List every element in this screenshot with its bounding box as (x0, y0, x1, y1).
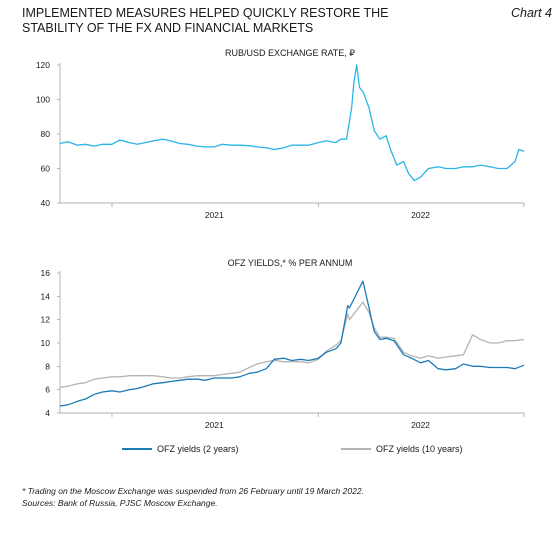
y-tick-label: 10 (41, 338, 51, 348)
y-tick-label: 40 (41, 198, 51, 208)
y-tick-label: 6 (45, 385, 50, 395)
y-tick-label: 4 (45, 408, 50, 418)
footnote-sources: Sources: Bank of Russia, PJSC Moscow Exc… (22, 498, 218, 508)
footnotes: * Trading on the Moscow Exchange was sus… (22, 485, 364, 509)
y-tick-label: 12 (41, 315, 51, 325)
x-tick-label: 2022 (411, 210, 430, 220)
x-tick-label: 2021 (205, 210, 224, 220)
x-tick-label: 2021 (205, 420, 224, 430)
y-tick-label: 60 (41, 164, 51, 174)
chart1-plot: 40 60 80 100 120 2021 2022 (36, 60, 525, 220)
chart1-title: RUB/USD EXCHANGE RATE, ₽ (225, 48, 355, 58)
x-tick-label: 2022 (411, 420, 430, 430)
legend-label-10y: OFZ yields (10 years) (376, 444, 463, 454)
legend-label-2y: OFZ yields (2 years) (157, 444, 239, 454)
y-tick-label: 100 (36, 95, 50, 105)
chart2-legend: OFZ yields (2 years) OFZ yields (10 year… (122, 444, 463, 454)
chart2-plot: 4 6 8 10 12 14 16 2021 2022 (41, 268, 525, 430)
y-tick-label: 14 (41, 291, 51, 301)
footnote-trading: * Trading on the Moscow Exchange was sus… (22, 486, 364, 496)
chart2-title: OFZ YIELDS,* % PER ANNUM (228, 258, 353, 268)
y-tick-label: 16 (41, 268, 51, 278)
y-tick-label: 80 (41, 129, 51, 139)
series-line-rub-usd (59, 64, 525, 182)
chart-number-label: Chart 4 (511, 6, 552, 20)
y-tick-label: 8 (45, 361, 50, 371)
series-line-ofz-yields-10-years- (59, 301, 525, 388)
y-tick-label: 120 (36, 60, 50, 70)
charts-canvas: RUB/USD EXCHANGE RATE, ₽ 40 60 80 100 120 202… (36, 48, 525, 454)
series-line-ofz-yields-2-years- (59, 280, 525, 407)
chart-main-title: IMPLEMENTED MEASURES HELPED QUICKLY REST… (22, 6, 389, 35)
